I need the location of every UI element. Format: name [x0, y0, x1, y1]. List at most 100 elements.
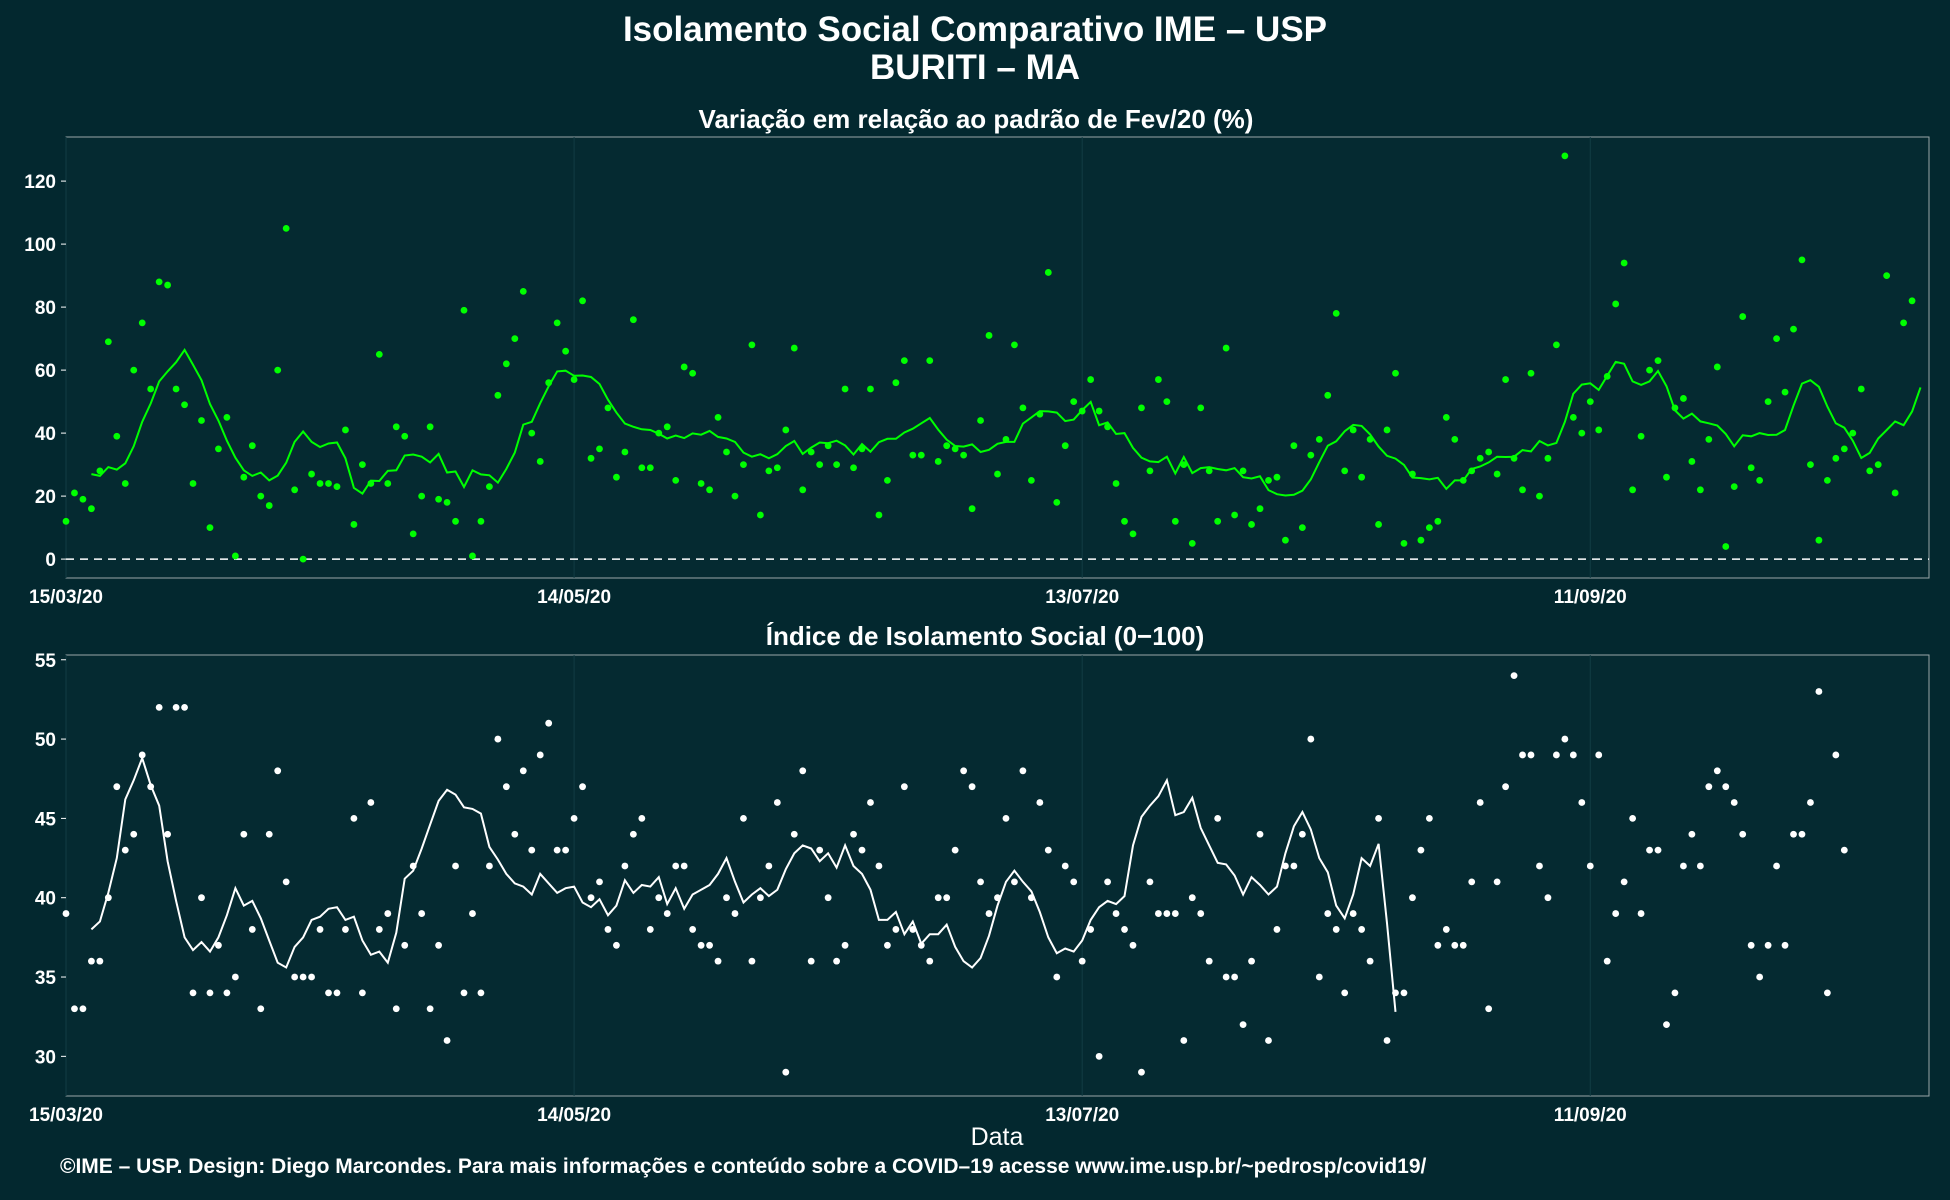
- data-point: [342, 426, 349, 434]
- data-point: [96, 957, 104, 965]
- data-point: [1790, 325, 1797, 333]
- data-point: [1087, 376, 1095, 383]
- data-point: [1544, 454, 1552, 462]
- data-point: [1121, 517, 1128, 525]
- data-point: [663, 423, 671, 431]
- data-point: [756, 511, 764, 519]
- data-point: [1527, 369, 1535, 377]
- data-point: [1434, 941, 1442, 949]
- data-point: [155, 703, 163, 711]
- data-point: [790, 830, 798, 838]
- data-point: [850, 464, 857, 472]
- data-point: [1180, 1037, 1188, 1044]
- data-point: [604, 404, 612, 412]
- data-point: [215, 445, 222, 453]
- data-point: [917, 941, 925, 949]
- data-point: [1315, 973, 1323, 981]
- data-point: [1070, 398, 1078, 405]
- data-point: [748, 341, 756, 349]
- data-point: [1053, 973, 1061, 981]
- data-point: [875, 511, 883, 519]
- data-point: [977, 417, 984, 424]
- data-point: [1891, 489, 1899, 497]
- data-point: [934, 894, 942, 902]
- data-point: [1146, 878, 1154, 886]
- data-point: [900, 357, 908, 365]
- data-point: [1053, 499, 1061, 506]
- data-point: [697, 941, 705, 949]
- data-point: [1840, 445, 1848, 453]
- data-point: [1383, 426, 1391, 434]
- data-point: [833, 461, 841, 468]
- data-point: [1154, 910, 1162, 917]
- data-point: [418, 492, 426, 500]
- data-point: [1163, 398, 1171, 405]
- data-point: [1900, 319, 1907, 327]
- data-point: [494, 391, 502, 399]
- data-point: [799, 767, 807, 775]
- data-point: [1468, 878, 1476, 886]
- data-point: [248, 926, 256, 933]
- data-point: [342, 926, 349, 933]
- data-point: [358, 989, 366, 997]
- data-point: [1282, 536, 1289, 544]
- data-point: [1680, 395, 1687, 402]
- data-point: [1883, 272, 1891, 279]
- data-point: [1417, 536, 1425, 544]
- data-point: [1586, 398, 1594, 405]
- data-point: [604, 926, 612, 933]
- data-point: [1324, 391, 1332, 399]
- data-point: [308, 470, 315, 478]
- data-point: [1773, 335, 1780, 342]
- chart-2-panel: [65, 654, 1930, 1097]
- data-point: [536, 458, 544, 465]
- data-point: [282, 878, 290, 886]
- y-tick-label: 45: [35, 809, 57, 830]
- data-point: [1823, 989, 1831, 997]
- data-point: [909, 451, 917, 459]
- data-point: [1688, 830, 1696, 838]
- data-point: [1180, 461, 1188, 468]
- data-point: [1544, 894, 1552, 902]
- data-point: [926, 957, 934, 965]
- data-point: [562, 347, 570, 355]
- data-point: [1485, 448, 1493, 456]
- data-point: [1646, 846, 1653, 854]
- x-tick-label: 11/09/20: [1554, 587, 1627, 608]
- data-point: [1290, 862, 1298, 870]
- data-point: [1239, 467, 1247, 475]
- data-point: [265, 830, 273, 838]
- data-point: [164, 281, 172, 289]
- data-point: [71, 1005, 78, 1013]
- data-point: [1722, 783, 1730, 791]
- data-point: [1205, 467, 1213, 475]
- chart-2-y-axis: 30 35 40 45 50 55: [35, 651, 66, 1068]
- data-point: [1205, 957, 1213, 965]
- data-point: [672, 862, 680, 870]
- data-point: [1629, 814, 1637, 822]
- data-point: [1112, 910, 1120, 917]
- data-point: [1425, 814, 1433, 822]
- data-point: [1307, 451, 1315, 459]
- data-point: [596, 878, 603, 886]
- data-point: [1171, 517, 1179, 525]
- chart-1-moving-average-line: [91, 348, 1922, 497]
- data-point: [807, 957, 815, 965]
- data-point: [816, 846, 824, 854]
- chart-2-x-axis: 15/03/20 14/05/20 13/07/20 11/09/20: [29, 1105, 1627, 1126]
- data-point: [731, 910, 739, 917]
- data-point: [884, 476, 891, 484]
- data-point: [1315, 436, 1323, 443]
- data-point: [655, 894, 663, 902]
- data-point: [1620, 878, 1628, 886]
- data-point: [1409, 894, 1416, 902]
- data-point: [706, 486, 713, 494]
- data-point: [1298, 524, 1306, 531]
- data-point: [299, 973, 307, 981]
- data-point: [248, 442, 256, 450]
- data-point: [1612, 910, 1620, 917]
- data-point: [96, 467, 104, 475]
- x-tick-label: 13/07/20: [1045, 587, 1119, 608]
- data-point: [1595, 751, 1603, 759]
- data-point: [1138, 404, 1145, 412]
